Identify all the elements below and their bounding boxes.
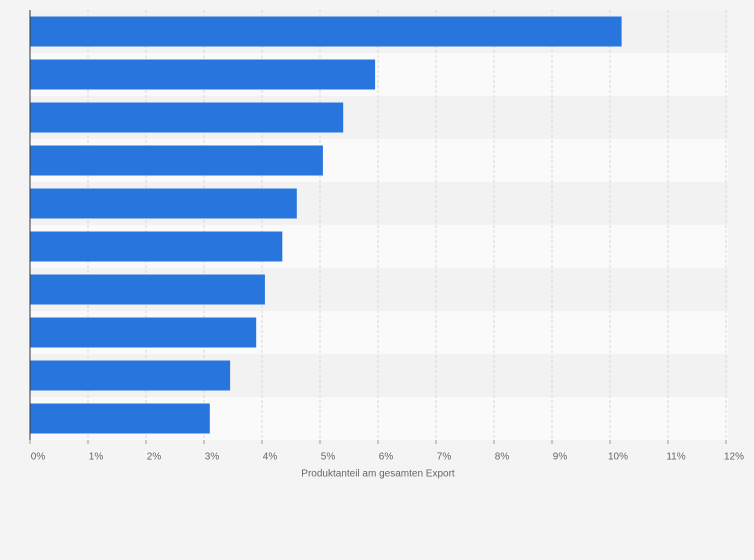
bar <box>30 403 210 434</box>
bar <box>30 231 283 262</box>
bar <box>30 274 265 305</box>
bar <box>30 102 344 133</box>
bar <box>30 360 231 391</box>
x-tick-label: 8% <box>495 452 510 463</box>
x-tick-label: 7% <box>437 452 452 463</box>
x-tick-label: 1% <box>89 452 104 463</box>
x-tick-label: 10% <box>608 452 628 463</box>
x-tick-label: 5% <box>321 452 336 463</box>
bar <box>30 16 622 47</box>
bar <box>30 59 376 90</box>
x-tick-label: 9% <box>553 452 568 463</box>
bar <box>30 145 323 176</box>
bar <box>30 317 257 348</box>
x-tick-label: 2% <box>147 452 162 463</box>
x-tick-label: 11% <box>666 452 685 463</box>
x-axis-label: Produktanteil am gesamten Export <box>301 469 455 480</box>
x-tick-label: 0% <box>31 452 46 463</box>
x-tick-label: 6% <box>379 452 394 463</box>
x-tick-label: 3% <box>205 452 220 463</box>
x-tick-label: 12% <box>724 452 744 463</box>
x-tick-label: 4% <box>263 452 278 463</box>
bar <box>30 188 297 219</box>
